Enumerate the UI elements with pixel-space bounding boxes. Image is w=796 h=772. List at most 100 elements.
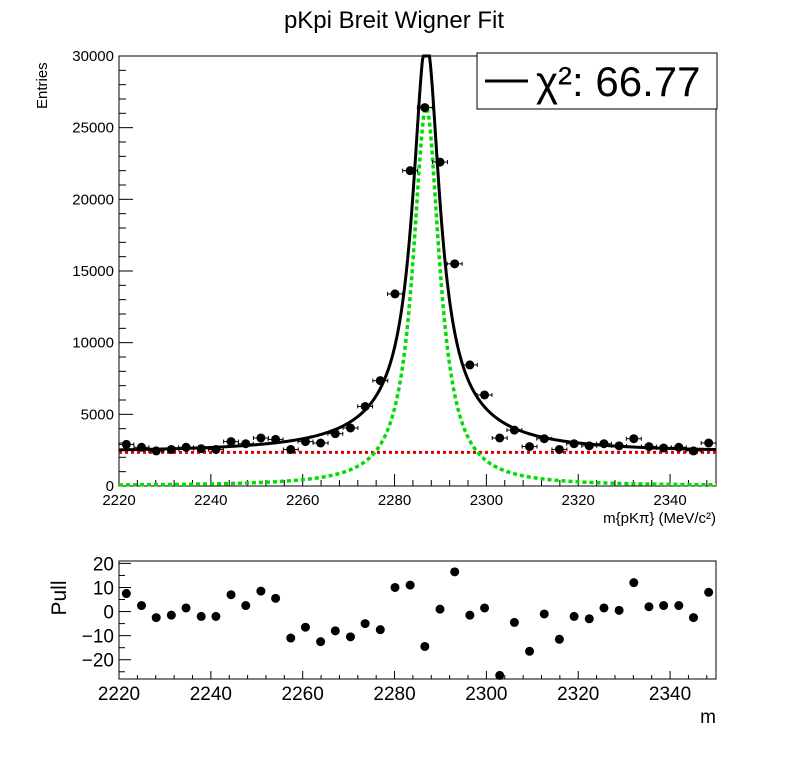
pull-x-tick-label: 2320 [557, 684, 599, 705]
data-point [237, 439, 254, 449]
data-point [655, 443, 672, 453]
pull-point [390, 582, 400, 592]
pull-x-tick-label: 2280 [373, 684, 415, 705]
legend-chi2-label: χ²: 66.77 [536, 58, 700, 105]
pull-point [539, 609, 549, 619]
pull-x-tick-label: 2220 [98, 684, 140, 705]
pull-point [300, 622, 310, 632]
y-tick-label: 20000 [72, 191, 114, 208]
data-point [625, 434, 642, 444]
data-point [670, 442, 687, 452]
pull-point [420, 641, 430, 651]
pull-point [166, 610, 176, 620]
pull-point [584, 614, 594, 624]
x-tick-label: 2220 [102, 492, 135, 509]
x-tick-label: 2340 [653, 492, 686, 509]
data-point [685, 446, 702, 456]
pull-point [211, 611, 221, 621]
data-point [491, 433, 508, 443]
data-point [193, 444, 210, 454]
pull-point [704, 587, 714, 597]
data-point [416, 103, 433, 113]
x-tick-label: 2300 [470, 492, 503, 509]
data-point [178, 442, 195, 452]
pull-x-tick-label: 2240 [190, 684, 232, 705]
pull-y-tick-label: 10 [93, 578, 114, 599]
y-tick-label: 5000 [81, 406, 114, 423]
fit-curves [118, 54, 717, 487]
x-tick-label: 2320 [562, 492, 595, 509]
pull-point [569, 611, 579, 621]
y-tick-label: 30000 [72, 48, 114, 65]
y-tick-label: 10000 [72, 335, 114, 352]
data-point [342, 423, 359, 433]
data-point [432, 157, 448, 167]
data-point [357, 401, 374, 411]
pull-y-tick-label: −20 [82, 651, 114, 672]
x-axis-label: m{pKπ} (MeV/c²) [603, 510, 716, 527]
legend: χ²: 66.77 [476, 52, 718, 110]
pull-point [256, 586, 266, 596]
x-tick-label: 2240 [194, 492, 227, 509]
pull-point [480, 603, 490, 613]
data-point [118, 439, 135, 449]
y-tick-label: 15000 [72, 263, 114, 280]
data-point [446, 259, 463, 269]
pull-point [151, 613, 161, 623]
pull-point [659, 601, 669, 611]
pull-point [196, 611, 206, 621]
pull-point [465, 610, 475, 620]
data-point [372, 376, 389, 386]
pull-point [525, 646, 535, 656]
pull-point [181, 603, 191, 613]
data-point [207, 444, 224, 454]
pull-point [644, 602, 654, 612]
data-point [640, 442, 657, 452]
pull-point [226, 590, 236, 600]
data-point [536, 434, 553, 444]
pull-point [435, 604, 445, 614]
pull-point [330, 626, 340, 636]
data-point [267, 434, 284, 444]
pull-point [450, 567, 460, 577]
main-plot-panel: 2220 2240 2260 2280 2300 2320 2340 0 5000 10000 15… [34, 48, 718, 527]
pull-y-tick-label: −10 [82, 627, 114, 648]
pull-point [316, 637, 326, 647]
data-point [461, 360, 478, 370]
data-point [312, 438, 329, 448]
pull-points [121, 567, 714, 680]
total-fit-curve [118, 54, 717, 452]
pull-point [614, 605, 624, 615]
data-point [387, 289, 403, 299]
data-points [118, 103, 717, 456]
data-point [611, 441, 628, 451]
pull-x-tick-label: 2300 [465, 684, 507, 705]
pull-x-tick-label: 2340 [649, 684, 691, 705]
pull-point [271, 593, 281, 603]
pull-point [345, 632, 355, 642]
data-point [506, 425, 523, 435]
pull-x-tick-label: 2260 [282, 684, 324, 705]
y-tick-label: 0 [106, 478, 114, 495]
pull-point [509, 617, 519, 627]
pull-point [241, 601, 251, 611]
data-point [700, 438, 717, 448]
main-plot-ticks: 2220 2240 2260 2280 2300 2320 2340 0 5000 10000 15… [72, 48, 708, 509]
y-tick-label: 25000 [72, 120, 114, 137]
pull-point [674, 601, 684, 611]
pull-point [405, 580, 415, 590]
data-point [163, 444, 180, 454]
pull-point [121, 589, 131, 599]
pull-y-tick-label: 20 [93, 554, 114, 575]
y-axis-label: Entries [34, 62, 51, 109]
pull-point [375, 625, 385, 635]
x-tick-label: 2260 [286, 492, 319, 509]
data-point [252, 433, 269, 443]
data-point [282, 444, 299, 454]
pull-point [554, 634, 564, 644]
pull-y-tick-label: 0 [103, 603, 114, 624]
data-point [402, 166, 419, 176]
data-point [327, 429, 344, 439]
x-tick-label: 2280 [378, 492, 411, 509]
pull-point [629, 578, 639, 588]
